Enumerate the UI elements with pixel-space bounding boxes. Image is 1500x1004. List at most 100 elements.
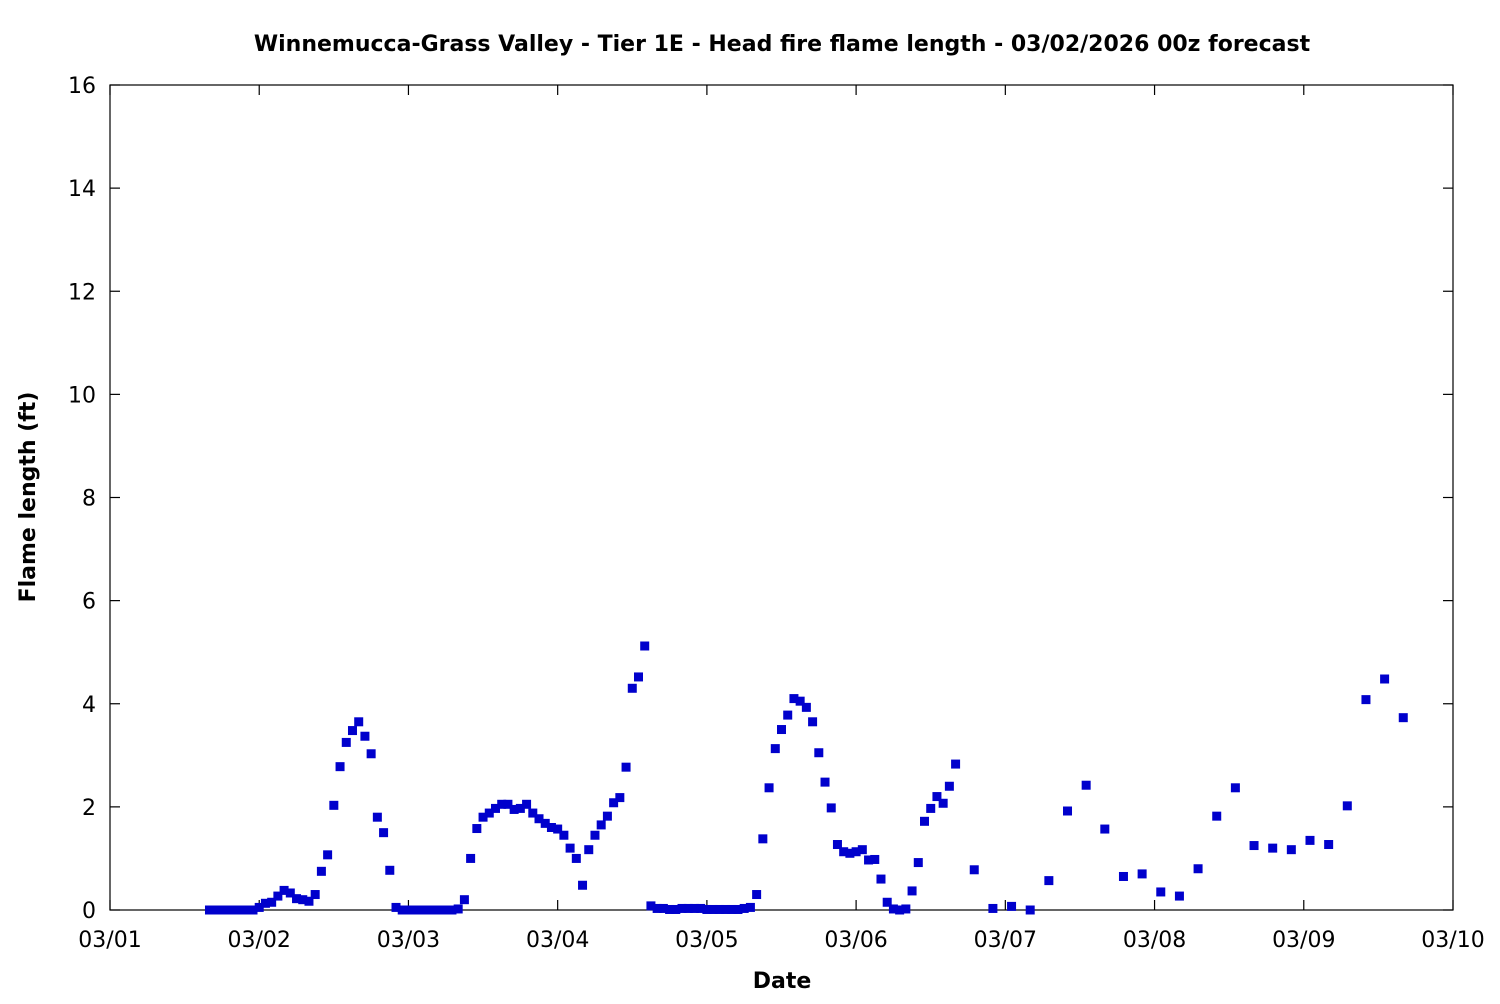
- data-point: [466, 853, 476, 863]
- data-point: [397, 905, 407, 915]
- y-tick-label: 8: [82, 487, 96, 512]
- x-tick-label: 03/03: [377, 928, 440, 953]
- data-point: [248, 905, 258, 915]
- data-point: [497, 799, 507, 809]
- data-point: [385, 865, 395, 875]
- data-point: [808, 717, 818, 727]
- data-point: [944, 781, 954, 791]
- data-point: [783, 710, 793, 720]
- data-point: [677, 903, 687, 913]
- data-point: [229, 905, 239, 915]
- data-point: [335, 762, 345, 772]
- data-point: [1044, 876, 1054, 886]
- data-point: [845, 848, 855, 858]
- data-point: [596, 820, 606, 830]
- x-tick-label: 03/04: [526, 928, 589, 953]
- data-point: [1249, 841, 1259, 851]
- data-point: [895, 905, 905, 915]
- data-point: [372, 812, 382, 822]
- data-point: [1361, 695, 1371, 705]
- data-point: [534, 814, 544, 824]
- data-point: [1100, 824, 1110, 834]
- data-point: [590, 830, 600, 840]
- data-point: [770, 744, 780, 754]
- data-point: [658, 903, 668, 913]
- data-point: [814, 748, 824, 758]
- data-points: [204, 641, 1408, 915]
- data-point: [801, 702, 811, 712]
- data-point: [435, 905, 445, 915]
- y-axis-label: Flame length (ft): [16, 392, 41, 603]
- data-point: [304, 896, 314, 906]
- data-point: [571, 853, 581, 863]
- data-point: [447, 905, 457, 915]
- data-point: [1007, 901, 1017, 911]
- data-point: [633, 672, 643, 682]
- data-point: [273, 891, 283, 901]
- data-point: [515, 803, 525, 813]
- data-point: [988, 903, 998, 913]
- data-point: [1398, 713, 1408, 723]
- data-point: [472, 824, 482, 834]
- data-point: [379, 828, 389, 838]
- data-point: [546, 823, 556, 832]
- data-point: [932, 792, 942, 802]
- data-point: [758, 834, 768, 844]
- y-axis: 0 2 4 6 8 10 12 14 16: [68, 74, 1453, 924]
- data-point: [764, 783, 774, 793]
- data-point: [416, 905, 426, 915]
- x-tick-label: 03/08: [1123, 928, 1186, 953]
- y-tick-label: 2: [82, 796, 96, 821]
- data-point: [211, 905, 221, 915]
- data-point: [615, 793, 625, 803]
- y-tick-label: 0: [82, 899, 96, 924]
- x-tick-label: 03/10: [1421, 928, 1484, 953]
- data-point: [777, 725, 786, 735]
- data-point: [292, 894, 302, 904]
- chart-title: Winnemucca-Grass Valley - Tier 1E - Head…: [254, 32, 1311, 57]
- data-point: [671, 904, 681, 914]
- data-point: [267, 897, 277, 907]
- y-tick-label: 12: [68, 280, 96, 305]
- data-point: [347, 726, 357, 736]
- data-point: [969, 865, 979, 875]
- data-point: [1063, 806, 1073, 816]
- data-point: [602, 811, 612, 821]
- data-point: [839, 847, 849, 857]
- data-point: [652, 903, 662, 913]
- x-tick-label: 03/06: [824, 928, 887, 953]
- data-point: [870, 854, 880, 864]
- data-point: [478, 812, 488, 822]
- plot-frame: [109, 84, 1454, 911]
- data-point: [795, 696, 805, 706]
- data-point: [851, 847, 861, 857]
- data-point: [1230, 783, 1240, 793]
- data-point: [354, 717, 364, 727]
- data-point: [279, 885, 289, 895]
- data-point: [702, 904, 712, 914]
- data-point: [204, 905, 214, 915]
- data-point: [1342, 801, 1352, 811]
- data-point: [640, 641, 650, 651]
- data-point: [565, 843, 575, 853]
- data-point: [1118, 871, 1128, 881]
- data-point: [578, 880, 588, 890]
- data-point: [223, 905, 233, 915]
- data-point: [422, 905, 432, 915]
- data-point: [876, 874, 886, 884]
- y-tick-label: 4: [82, 693, 96, 718]
- data-point: [926, 803, 936, 813]
- data-point: [882, 897, 892, 907]
- y-tick-label: 16: [68, 74, 96, 99]
- data-point: [938, 798, 948, 808]
- data-point: [528, 808, 538, 818]
- data-point: [298, 895, 308, 905]
- data-point: [254, 902, 264, 912]
- data-point: [553, 824, 563, 834]
- data-point: [646, 901, 656, 911]
- data-point: [391, 902, 401, 912]
- data-point: [1174, 891, 1184, 901]
- data-point: [832, 840, 842, 850]
- data-point: [441, 905, 451, 915]
- data-point: [540, 818, 550, 828]
